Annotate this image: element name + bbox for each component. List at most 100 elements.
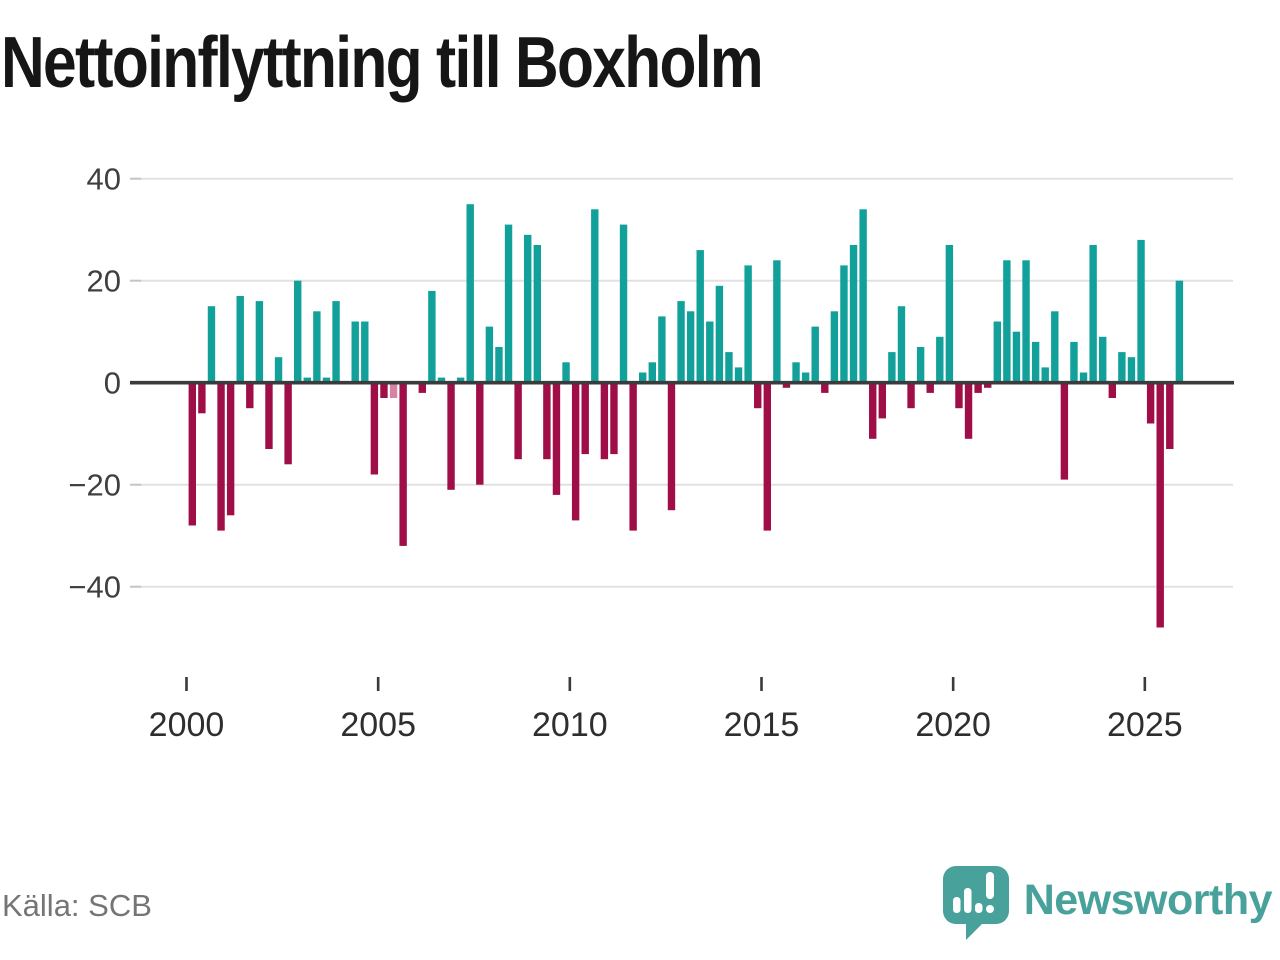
bar-2011-Q2 <box>619 224 628 383</box>
bar-2014-Q2 <box>734 367 743 383</box>
bar-2014-Q1 <box>725 352 733 383</box>
logo-wordmark: Newsworthy <box>1023 875 1273 924</box>
bar-2022-Q2 <box>1041 367 1049 383</box>
bar-2020-Q3 <box>974 382 982 393</box>
newsworthy-logo: Newsworthy <box>936 860 1273 940</box>
bar-2021-Q4 <box>1022 260 1030 383</box>
x-axis-label-2020: 2020 <box>915 706 991 744</box>
bar-2020-Q1 <box>955 382 963 409</box>
bar-2009-Q1 <box>533 245 541 383</box>
bar-2012-Q1 <box>648 362 656 383</box>
bar-2016-Q1 <box>801 372 810 383</box>
bar-2012-Q3 <box>667 382 676 511</box>
chart-title: Nettoinflyttning till Boxholm <box>1 23 764 103</box>
bar-2021-Q1 <box>993 321 1001 383</box>
bar-2007-Q4 <box>485 326 494 383</box>
bar-2016-Q3 <box>821 382 829 393</box>
bar-2015-Q1 <box>763 382 771 531</box>
bar-2023-Q3 <box>1089 245 1097 383</box>
bar-2018-Q4 <box>907 382 915 409</box>
bar-2008-Q2 <box>504 224 513 383</box>
bar-2010-Q2 <box>581 382 589 455</box>
bar-2003-Q3 <box>322 377 331 383</box>
bar-2002-Q2 <box>274 357 283 383</box>
bar-2025-Q1 <box>1146 382 1155 424</box>
bar-2001-Q2 <box>236 296 244 383</box>
bar-2008-Q3 <box>514 382 522 460</box>
bar-2022-Q4 <box>1060 382 1069 480</box>
y-axis-label-20: 20 <box>87 264 121 299</box>
bar-2016-Q2 <box>811 326 819 383</box>
bar-2001-Q3 <box>246 382 254 409</box>
bar-2015-Q2 <box>773 260 781 383</box>
bar-2001-Q4 <box>255 301 264 383</box>
bar-2012-Q2 <box>658 316 666 383</box>
bar-2019-Q2 <box>926 382 934 393</box>
bar-2003-Q2 <box>313 311 321 383</box>
y-axis-label-40: 40 <box>87 162 121 197</box>
bar-2022-Q1 <box>1031 341 1040 383</box>
bar-2019-Q4 <box>945 245 954 383</box>
bar-2017-Q2 <box>849 245 858 383</box>
bar-2020-Q4 <box>984 382 992 388</box>
bar-2010-Q4 <box>600 382 609 460</box>
x-axis-label-2005: 2005 <box>340 706 416 744</box>
bar-2009-Q3 <box>552 382 561 495</box>
bar-2023-Q4 <box>1099 336 1107 383</box>
bar-2012-Q4 <box>677 301 685 383</box>
bar-2018-Q2 <box>888 352 896 383</box>
y-axis-label--20: −20 <box>68 468 121 503</box>
logo-bubble-icon <box>942 866 1009 940</box>
bar-2023-Q1 <box>1070 341 1078 383</box>
bar-2005-Q2 <box>389 382 398 398</box>
bar-2006-Q2 <box>428 290 436 383</box>
bar-2020-Q2 <box>964 382 973 439</box>
bar-2024-Q3 <box>1127 357 1136 383</box>
bar-2013-Q2 <box>696 250 704 383</box>
bar-2000-Q1 <box>188 382 196 526</box>
bar-2006-Q3 <box>437 377 446 383</box>
bar-2003-Q1 <box>303 377 311 383</box>
bar-2016-Q4 <box>830 311 839 383</box>
bar-2023-Q2 <box>1079 372 1088 383</box>
bar-2022-Q3 <box>1051 311 1059 383</box>
bar-2003-Q4 <box>332 301 340 383</box>
bar-2018-Q3 <box>897 306 906 383</box>
bar-2009-Q2 <box>543 382 551 460</box>
bar-2002-Q4 <box>294 280 302 383</box>
bar-2025-Q3 <box>1166 382 1174 449</box>
bar-2015-Q4 <box>792 362 800 383</box>
y-axis-label-0: 0 <box>104 366 121 401</box>
bar-2017-Q4 <box>869 382 877 439</box>
bar-2014-Q3 <box>744 265 752 383</box>
bar-2013-Q4 <box>715 285 724 383</box>
x-axis-label-2015: 2015 <box>724 706 800 744</box>
bar-2013-Q3 <box>706 321 714 383</box>
bar-2024-Q1 <box>1108 382 1116 398</box>
bar-2024-Q4 <box>1137 239 1145 383</box>
bar-2000-Q3 <box>207 306 216 383</box>
bar-2004-Q4 <box>370 382 379 475</box>
bar-2000-Q2 <box>198 382 206 414</box>
bar-2011-Q3 <box>629 382 637 531</box>
bar-2009-Q4 <box>562 362 570 383</box>
bar-2017-Q3 <box>859 209 867 383</box>
bar-2024-Q2 <box>1118 352 1126 383</box>
bar-2006-Q1 <box>418 382 426 393</box>
bar-2011-Q1 <box>610 382 618 455</box>
bar-2015-Q3 <box>782 382 791 388</box>
bar-2019-Q1 <box>916 347 925 383</box>
x-axis-label-2010: 2010 <box>532 706 608 744</box>
bar-2017-Q1 <box>840 265 848 383</box>
bar-2004-Q2 <box>351 321 359 383</box>
bar-2007-Q2 <box>466 204 474 383</box>
bar-2006-Q4 <box>447 382 455 490</box>
bar-2007-Q1 <box>456 377 465 383</box>
bar-2014-Q4 <box>754 382 762 409</box>
bar-2021-Q3 <box>1012 331 1021 383</box>
bar-2025-Q4 <box>1175 280 1184 383</box>
bar-2013-Q1 <box>686 311 695 383</box>
bar-2005-Q3 <box>399 382 407 546</box>
bar-2010-Q1 <box>571 382 580 521</box>
